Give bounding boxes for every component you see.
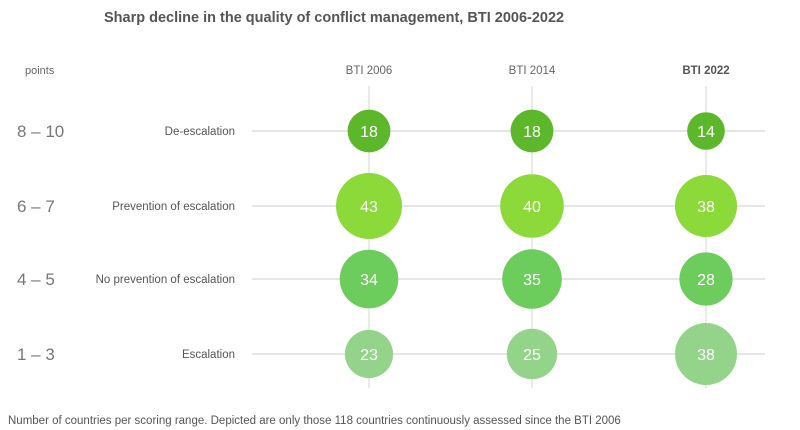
column-label: BTI 2006: [346, 65, 393, 77]
chart-title: Sharp decline in the quality of conflict…: [104, 10, 564, 26]
bubble-value-label: 23: [360, 347, 378, 364]
score-range-label: 8 – 10: [17, 122, 64, 141]
bubble-value-label: 18: [523, 124, 541, 141]
bubble-value-label: 14: [697, 124, 715, 141]
bubble-value-label: 43: [360, 199, 378, 216]
column-label: BTI 2022: [682, 65, 729, 77]
bubble: [675, 323, 737, 385]
bubble-value-label: 38: [697, 347, 715, 364]
bubble-value-label: 28: [697, 272, 715, 289]
bubble-value-label: 18: [360, 124, 378, 141]
score-range-label: 4 – 5: [17, 270, 55, 289]
bubble-value-label: 38: [697, 199, 715, 216]
bubble: [510, 109, 554, 153]
category-label: Escalation: [182, 349, 235, 361]
bubble: [344, 329, 394, 379]
column-label: BTI 2014: [509, 65, 556, 77]
bubble: [347, 109, 391, 153]
bubble: [506, 328, 558, 380]
category-label: No prevention of escalation: [96, 274, 235, 286]
bubble-value-label: 40: [523, 199, 541, 216]
bubble: [675, 175, 737, 237]
bubble-value-label: 25: [523, 347, 541, 364]
bubble: [679, 252, 733, 306]
bubble: [339, 249, 399, 309]
score-range-label: 6 – 7: [17, 197, 55, 216]
bubble-value-label: 35: [523, 272, 541, 289]
score-range-label: 1 – 3: [17, 345, 55, 364]
bubble: [336, 173, 402, 239]
unit-label: points: [25, 65, 55, 77]
bubble: [500, 174, 564, 238]
bubble: [502, 249, 562, 309]
bubble: [687, 112, 725, 150]
footnote: Number of countries per scoring range. D…: [8, 415, 621, 427]
bubble-value-label: 34: [360, 272, 378, 289]
category-label: Prevention of escalation: [112, 201, 235, 213]
category-label: De-escalation: [165, 126, 235, 138]
